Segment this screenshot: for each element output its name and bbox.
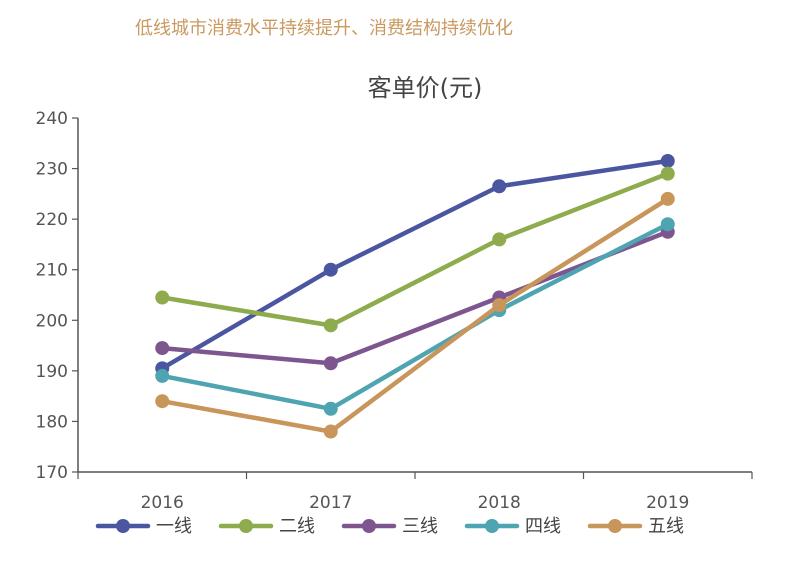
legend-item: 五线 bbox=[587, 516, 684, 537]
data-point bbox=[660, 153, 675, 168]
series-line bbox=[160, 171, 670, 328]
legend: 一线 二线 三线 四线 五线 bbox=[95, 516, 684, 537]
legend-item: 一线 bbox=[95, 516, 192, 537]
chart-heading: 低线城市消费水平持续提升、消费结构持续优化 bbox=[135, 18, 513, 39]
legend-item: 四线 bbox=[464, 516, 561, 537]
x-tick-label: 2019 bbox=[646, 493, 689, 513]
series-line bbox=[160, 196, 670, 434]
legend-label: 五线 bbox=[648, 516, 684, 537]
data-point bbox=[492, 179, 507, 194]
legend-label: 三线 bbox=[402, 516, 438, 537]
x-tick-label: 2018 bbox=[478, 493, 521, 513]
data-point bbox=[660, 191, 675, 206]
data-point bbox=[323, 262, 338, 277]
legend-swatch-marker bbox=[608, 519, 622, 533]
legend-swatch-marker bbox=[239, 519, 253, 533]
series-line bbox=[160, 221, 670, 412]
series-1 bbox=[155, 153, 675, 376]
data-point bbox=[660, 166, 675, 181]
data-point bbox=[660, 217, 675, 232]
y-tick-label: 210 bbox=[36, 261, 68, 281]
legend-item: 三线 bbox=[341, 516, 438, 537]
data-point bbox=[323, 356, 338, 371]
data-point bbox=[155, 341, 170, 356]
x-tick-label: 2017 bbox=[309, 493, 352, 513]
data-point bbox=[155, 394, 170, 409]
legend-swatch-marker bbox=[116, 519, 130, 533]
series-3 bbox=[155, 224, 675, 371]
legend-item: 二线 bbox=[218, 516, 315, 537]
series-5 bbox=[155, 191, 675, 439]
series-line bbox=[160, 158, 670, 371]
y-tick-label: 170 bbox=[36, 463, 68, 483]
data-point bbox=[323, 318, 338, 333]
legend-label: 四线 bbox=[525, 516, 561, 537]
y-tick-label: 190 bbox=[36, 362, 68, 382]
legend-label: 二线 bbox=[279, 516, 315, 537]
legend-swatch-marker bbox=[485, 519, 499, 533]
chart-title: 客单价(元) bbox=[368, 74, 483, 102]
series-2 bbox=[155, 166, 675, 333]
y-tick-label: 230 bbox=[36, 160, 68, 180]
x-tick-label: 2016 bbox=[141, 493, 184, 513]
y-tick-label: 220 bbox=[36, 210, 68, 230]
series-layer bbox=[155, 153, 675, 439]
axes: 170 180 190 200 210 220 230 240 2016 2017 2018 2019 bbox=[36, 109, 753, 513]
y-tick-label: 200 bbox=[36, 311, 68, 331]
series-line bbox=[160, 229, 670, 366]
data-point bbox=[155, 368, 170, 383]
data-point bbox=[323, 401, 338, 416]
data-point bbox=[492, 232, 507, 247]
legend-label: 一线 bbox=[156, 516, 192, 537]
data-point bbox=[323, 424, 338, 439]
series-4 bbox=[155, 217, 675, 416]
y-tick-label: 180 bbox=[36, 412, 68, 432]
data-point bbox=[155, 290, 170, 305]
legend-swatch-marker bbox=[362, 519, 376, 533]
data-point bbox=[492, 298, 507, 313]
y-tick-label: 240 bbox=[36, 109, 68, 129]
